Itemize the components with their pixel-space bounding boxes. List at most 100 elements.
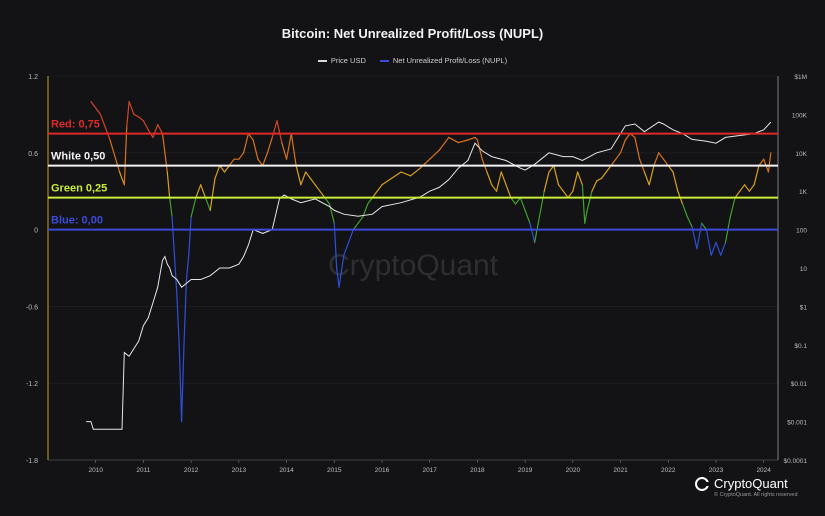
nupl-line-segment: [467, 136, 476, 141]
nupl-line-segment: [686, 216, 693, 228]
nupl-line-segment: [519, 197, 526, 211]
nupl-line-segment: [500, 171, 507, 186]
nupl-line-segment: [729, 197, 736, 218]
x-tick-label: 2013: [232, 467, 247, 474]
footer-logo: CryptoQuant: [695, 476, 788, 491]
nupl-line-segment: [99, 113, 111, 141]
nupl-line-segment: [343, 241, 350, 256]
nupl-line-segment: [295, 165, 302, 186]
nupl-line-segment: [142, 120, 149, 131]
nupl-line-segment: [753, 165, 760, 186]
level-label: Blue: 0,00: [51, 215, 103, 227]
nupl-line-segment: [266, 136, 273, 154]
y-left-tick-label: 0.6: [28, 151, 38, 158]
nupl-line-segment: [362, 203, 369, 218]
nupl-line-segment: [658, 152, 665, 160]
nupl-line-segment: [164, 152, 168, 173]
nupl-line-segment: [336, 267, 340, 288]
legend-item-nupl[interactable]: Net Unrealized Profit/Loss (NUPL): [379, 56, 508, 65]
nupl-line-segment: [262, 152, 269, 167]
nupl-line-segment: [257, 158, 264, 167]
nupl-line-segment: [491, 184, 498, 192]
nupl-line-segment: [553, 165, 560, 186]
nupl-line-segment: [672, 171, 679, 192]
nupl-line-segment: [357, 216, 364, 224]
nupl-line-segment: [166, 171, 171, 199]
nupl-line-segment: [581, 184, 586, 224]
y-right-tick-label: 100K: [792, 112, 808, 119]
x-tick-label: 2017: [422, 467, 437, 474]
nupl-line-segment: [543, 171, 550, 192]
price-line: [86, 121, 772, 430]
nupl-line-segment: [128, 100, 135, 116]
nupl-line-segment: [238, 152, 245, 160]
nupl-line-segment: [285, 133, 292, 160]
nupl-line-segment: [109, 139, 121, 173]
nupl-line-segment: [510, 197, 517, 205]
nupl-line-segment: [681, 203, 688, 218]
y-right-tick-label: $0.01: [791, 381, 808, 388]
legend-swatch-price: [317, 59, 327, 62]
x-tick-label: 2010: [88, 467, 103, 474]
chart-legend: Price USD Net Unrealized Profit/Loss (NU…: [0, 56, 825, 65]
nupl-line-segment: [495, 171, 502, 192]
nupl-line-segment: [643, 171, 650, 186]
x-tick-label: 2019: [518, 467, 533, 474]
nupl-line-segment: [767, 152, 772, 173]
nupl-line-segment: [173, 254, 178, 295]
nupl-line-segment: [138, 116, 145, 122]
nupl-line-segment: [290, 133, 297, 167]
nupl-line-segment: [338, 254, 345, 288]
nupl-line-segment: [624, 133, 631, 141]
nupl-line-segment: [376, 184, 383, 192]
nupl-line-segment: [448, 136, 459, 144]
nupl-line-segment: [118, 171, 125, 186]
nupl-line-segment: [276, 120, 283, 144]
x-tick-label: 2011: [136, 467, 150, 474]
cryptoquant-logo-icon: [695, 476, 710, 491]
nupl-line-segment: [596, 177, 603, 182]
nupl-line-segment: [634, 136, 641, 160]
nupl-line-segment: [381, 177, 393, 186]
nupl-line-segment: [180, 344, 185, 423]
y-right-tick-label: $1: [800, 304, 808, 311]
nupl-line-segment: [252, 139, 259, 160]
nupl-line-segment: [352, 222, 359, 231]
nupl-line-segment: [701, 222, 708, 231]
nupl-line-segment: [653, 152, 660, 167]
nupl-line-segment: [171, 216, 176, 256]
nupl-line-segment: [600, 171, 607, 179]
nupl-line-segment: [514, 197, 521, 205]
nupl-line-segment: [161, 133, 166, 154]
nupl-line-segment: [605, 165, 612, 173]
nupl-line-segment: [557, 184, 564, 192]
nupl-line-segment: [305, 171, 312, 179]
nupl-line-segment: [123, 126, 128, 186]
legend-item-price[interactable]: Price USD: [317, 56, 366, 65]
legend-swatch-nupl: [379, 59, 389, 62]
nupl-line-segment: [367, 197, 374, 205]
nupl-line-segment: [438, 136, 450, 151]
chart-title: Bitcoin: Net Unrealized Profit/Loss (NUP…: [281, 26, 544, 41]
legend-label-nupl: Net Unrealized Profit/Loss (NUPL): [392, 56, 508, 65]
nupl-line-segment: [691, 226, 698, 250]
nupl-line-segment: [529, 222, 536, 243]
x-tick-label: 2015: [327, 467, 342, 474]
y-left-tick-label: -1.8: [26, 458, 38, 465]
nupl-line-segment: [190, 197, 197, 218]
nupl-line-segment: [548, 165, 555, 173]
nupl-line-segment: [188, 216, 192, 256]
nupl-line-segment: [667, 165, 674, 173]
nupl-line-segment: [333, 222, 338, 269]
nupl-line-segment: [204, 197, 211, 211]
nupl-line-segment: [739, 184, 746, 192]
nupl-line-segment: [720, 241, 727, 256]
x-tick-label: 2022: [661, 467, 676, 474]
nupl-line-segment: [176, 293, 180, 346]
nupl-line-segment: [185, 254, 190, 282]
nupl-line-segment: [400, 171, 412, 177]
nupl-line-segment: [748, 184, 755, 192]
x-tick-label: 2021: [613, 467, 628, 474]
x-tick-label: 2016: [375, 467, 390, 474]
